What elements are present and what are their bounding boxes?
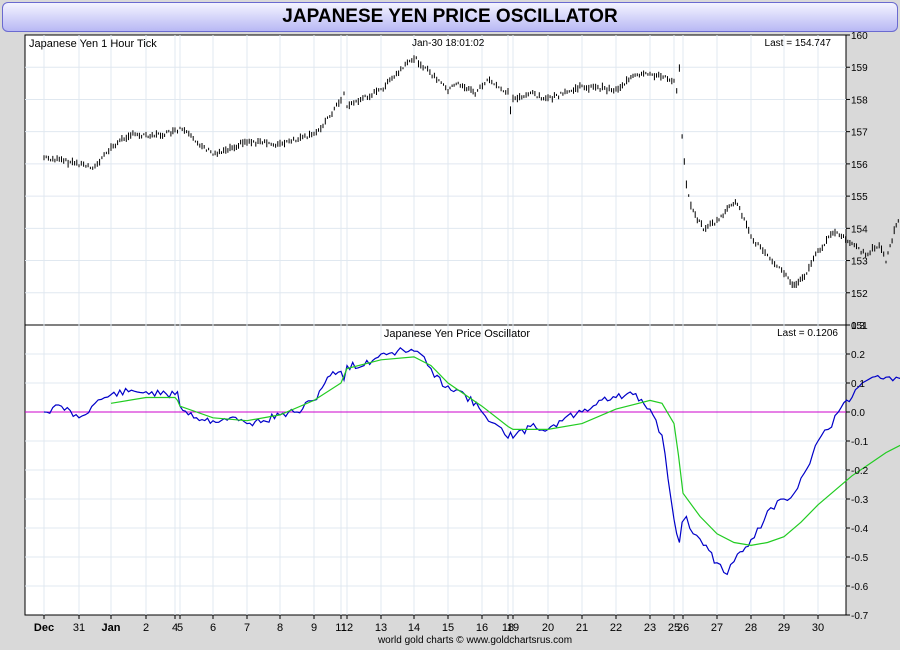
y-tick-label: 152 (851, 289, 868, 300)
y-tick-label: 151 (851, 321, 868, 332)
price-panel (24, 34, 847, 326)
x-tick-label: 6 (210, 622, 216, 634)
x-tick-label: 15 (442, 622, 454, 634)
y-tick-label: 159 (851, 63, 868, 74)
y-tick-label: -0.4 (851, 524, 869, 535)
x-tick-label: 14 (408, 622, 420, 634)
y-tick-label: 153 (851, 257, 868, 268)
y-tick-label: -0.7 (851, 611, 869, 622)
y-tick-label: -0.5 (851, 553, 869, 564)
x-tick-label: 30 (812, 622, 824, 634)
x-tick-label: 18 (502, 622, 514, 634)
x-tick-label: 7 (244, 622, 250, 634)
price-panel-title: Japanese Yen 1 Hour Tick (29, 38, 157, 50)
y-tick-label: 156 (851, 160, 868, 171)
x-tick-label: 11 (335, 622, 346, 634)
x-tick-label: 13 (375, 622, 387, 634)
y-tick-label: 0.2 (851, 350, 865, 361)
y-tick-label: 160 (851, 31, 868, 42)
x-tick-label: 26 (677, 622, 689, 634)
y-tick-label: -0.2 (851, 466, 869, 477)
x-tick-label: 12 (341, 622, 353, 634)
price-panel-timestamp: Jan-30 18:01:02 (412, 38, 485, 49)
x-tick-label: Jan (102, 622, 121, 634)
oscillator-series-line (43, 346, 900, 576)
oscillator-last-label: Last = 0.1206 (777, 328, 838, 339)
y-tick-label: 157 (851, 128, 868, 139)
x-tick-label: 9 (311, 622, 317, 634)
title-bar: JAPANESE YEN PRICE OSCILLATOR (2, 2, 898, 32)
y-tick-label: 0.3 (851, 321, 865, 332)
y-tick-label: 158 (851, 95, 868, 106)
chart-title: JAPANESE YEN PRICE OSCILLATOR (282, 6, 618, 27)
oscillator-panel-title: Japanese Yen Price Oscillator (384, 328, 530, 340)
x-tick-label: Dec (34, 622, 54, 634)
x-tick-label: 25 (668, 622, 680, 634)
price-last-label: Last = 154.747 (765, 38, 832, 49)
y-tick-label: -0.6 (851, 582, 869, 593)
y-tick-label: -0.3 (851, 495, 869, 506)
x-tick-label: 8 (277, 622, 283, 634)
x-tick-label: 21 (576, 622, 588, 634)
y-tick-label: 0.0 (851, 408, 865, 419)
x-tick-label: 20 (542, 622, 554, 634)
y-tick-label: 155 (851, 192, 868, 203)
x-tick-label: 19 (507, 622, 519, 634)
x-tick-label: 23 (644, 622, 656, 634)
x-tick-label: 31 (73, 622, 85, 634)
y-tick-label: -0.1 (851, 437, 869, 448)
x-tick-label: 2 (143, 622, 149, 634)
x-tick-label: 16 (476, 622, 488, 634)
x-tick-label: 28 (745, 622, 757, 634)
x-tick-label: 5 (177, 622, 183, 634)
price-series-line (43, 55, 900, 288)
footer-credit: world gold charts © www.goldchartsrus.co… (377, 635, 572, 646)
x-tick-label: 4 (172, 622, 178, 634)
grid (25, 34, 850, 619)
x-tick-label: 22 (610, 622, 622, 634)
y-tick-label: 154 (851, 224, 868, 235)
marks (25, 55, 900, 576)
x-tick-label: 29 (778, 622, 790, 634)
y-tick-label: 0.1 (851, 379, 865, 390)
signal-series-line (110, 356, 900, 547)
x-tick-label: 27 (711, 622, 723, 634)
